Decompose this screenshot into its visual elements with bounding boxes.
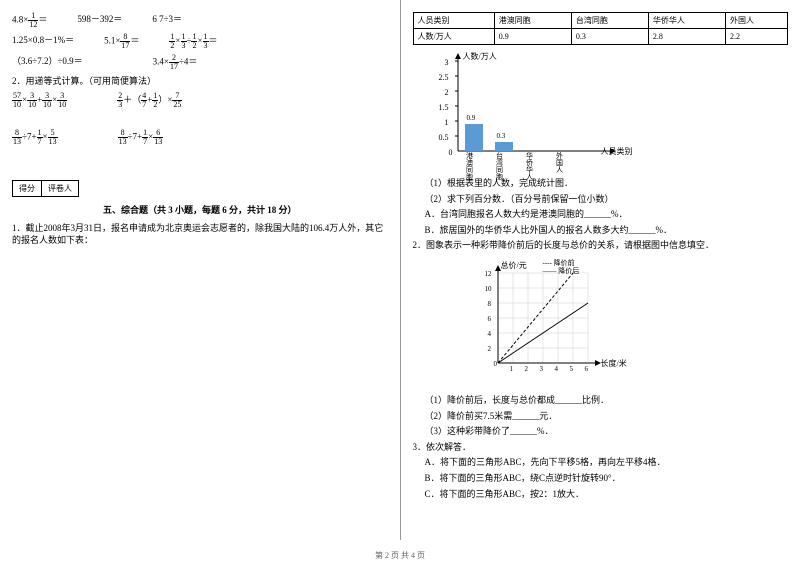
x-axis-title: 人员类别 bbox=[601, 146, 633, 157]
x2-title: 长度/米 bbox=[601, 358, 627, 369]
eq-1c: 6 7÷3＝ bbox=[152, 12, 182, 29]
eq-2c: 12×13÷12×13＝ bbox=[169, 33, 217, 50]
eq-3b: 3.4×217÷4＝ bbox=[153, 54, 198, 71]
eq-2a: 1.25×0.8－1%＝ bbox=[12, 33, 74, 50]
eq-5b: 813÷7+17×613 bbox=[118, 129, 164, 146]
equation-row-1: 4.8×112＝ 598－392＝ 6 7÷3＝ bbox=[12, 12, 388, 29]
th-2: 台湾同胞 bbox=[571, 13, 648, 29]
x2t-0: 0 bbox=[494, 360, 498, 368]
y2t-4: 10 bbox=[485, 285, 492, 293]
page-footer: 第 2 页 共 4 页 bbox=[0, 550, 800, 561]
eq-4a: 5710×310+310×310 bbox=[12, 92, 67, 109]
y-axis-title: 人数/万人 bbox=[463, 51, 497, 62]
xl-2: 华侨华人 bbox=[525, 153, 535, 181]
eq-3a: （3.6÷7.2）÷0.9＝ bbox=[12, 54, 83, 71]
equation-row-4: 5710×310+310×310 23＋（47+12）×725 bbox=[12, 92, 388, 109]
sub2-1: （1）降价前后，长度与总价都成______比例． bbox=[425, 394, 789, 407]
section-5-title: 五、综合题（共 3 小题，每题 6 分，共计 18 分） bbox=[12, 203, 388, 216]
x2t-5: 5 bbox=[570, 365, 574, 373]
y2t-3: 8 bbox=[488, 300, 492, 308]
td-1: 0.9 bbox=[494, 29, 571, 45]
x2t-6: 6 bbox=[585, 365, 589, 373]
xl-1: 台湾同胞 bbox=[495, 153, 505, 181]
td-0: 人数/万人 bbox=[413, 29, 494, 45]
score-box: 得分 评卷人 bbox=[12, 180, 79, 197]
td-2: 0.3 bbox=[571, 29, 648, 45]
score-label-1: 得分 bbox=[13, 181, 42, 196]
x2t-2: 2 bbox=[525, 365, 529, 373]
data-table: 人员类别 港澳同胞 台湾同胞 华侨华人 外国人 人数/万人 0.9 0.3 2.… bbox=[413, 12, 789, 45]
q2-text: 2．图象表示一种彩带降价前后的长度与总价的关系，请根据图中信息填空． bbox=[413, 239, 789, 252]
bar-chart: 人数/万人 人员类别 3 2.5 2 1.5 1 0.5 0 0.9 0.3 港… bbox=[433, 51, 633, 171]
page-container: 4.8×112＝ 598－392＝ 6 7÷3＝ 1.25×0.8－1%＝ 5.… bbox=[0, 0, 800, 540]
th-1: 港澳同胞 bbox=[494, 13, 571, 29]
yt-3: 1.5 bbox=[439, 103, 449, 112]
y2t-1: 4 bbox=[488, 330, 492, 338]
y2-title: 总价/元 bbox=[501, 260, 527, 271]
score-label-2: 评卷人 bbox=[42, 181, 78, 196]
sub2-3: （3）这种彩带降价了______%． bbox=[425, 425, 789, 438]
yt-5: 0.5 bbox=[439, 133, 449, 142]
eq-1b: 598－392＝ bbox=[77, 12, 122, 29]
yt-6: 0 bbox=[449, 148, 453, 157]
yt-2: 2 bbox=[445, 88, 449, 97]
yt-0: 3 bbox=[445, 58, 449, 67]
q2-title: 2．用递等式计算。（可用简便算法） bbox=[12, 75, 388, 88]
equation-row-5: 813÷7+17×513 813÷7+17×613 bbox=[12, 129, 388, 146]
yt-1: 2.5 bbox=[439, 73, 449, 82]
sub2-2: （2）降价前买7.5米需______元． bbox=[425, 410, 789, 423]
q3c: C．将下面的三角形ABC，按2：1放大． bbox=[425, 488, 789, 501]
bar-val-1: 0.3 bbox=[497, 132, 506, 140]
sub-2a: A．台湾同胞报名人数大约是港澳同胞的______%． bbox=[425, 208, 789, 221]
eq-2b: 5.1×817＝ bbox=[104, 33, 139, 50]
y2t-2: 6 bbox=[488, 315, 492, 323]
equation-row-3: （3.6÷7.2）÷0.9＝ 3.4×217÷4＝ bbox=[12, 54, 388, 71]
eq-1a: 4.8×112＝ bbox=[12, 12, 47, 29]
xl-3: 外国人 bbox=[555, 153, 565, 174]
yt-4: 1 bbox=[445, 118, 449, 127]
y2t-5: 12 bbox=[485, 270, 492, 278]
eq-4b: 23＋（47+12）×725 bbox=[117, 92, 182, 109]
table-data-row: 人数/万人 0.9 0.3 2.8 2.2 bbox=[413, 29, 788, 45]
x2t-1: 1 bbox=[510, 365, 514, 373]
right-column: 人员类别 港澳同胞 台湾同胞 华侨华人 外国人 人数/万人 0.9 0.3 2.… bbox=[401, 0, 800, 540]
x2t-3: 3 bbox=[540, 365, 544, 373]
y2t-0: 2 bbox=[488, 345, 492, 353]
q3-text: 3．依次解答． bbox=[413, 441, 789, 454]
q3a: A．将下面的三角形ABC，先向下平移5格，再向左平移4格． bbox=[425, 456, 789, 469]
x2t-4: 4 bbox=[555, 365, 559, 373]
q1-text: 1．截止2008年3月31日，报名申请成为北京奥运会志愿者的，除我国大陆的106… bbox=[12, 222, 388, 247]
equation-row-2: 1.25×0.8－1%＝ 5.1×817＝ 12×13÷12×13＝ bbox=[12, 33, 388, 50]
th-0: 人员类别 bbox=[413, 13, 494, 29]
td-3: 2.8 bbox=[648, 29, 725, 45]
th-3: 华侨华人 bbox=[648, 13, 725, 29]
q3b: B．将下面的三角形ABC，绕C点逆时针旋转90°． bbox=[425, 472, 789, 485]
table-header-row: 人员类别 港澳同胞 台湾同胞 华侨华人 外国人 bbox=[413, 13, 788, 29]
sub-2: （2）求下列百分数．（百分号前保留一位小数） bbox=[425, 193, 789, 206]
legend-solid: —— 降价后 bbox=[543, 266, 580, 276]
sub-1: （1）根据表里的人数，完成统计图． bbox=[425, 177, 789, 190]
th-4: 外国人 bbox=[725, 13, 787, 29]
xl-0: 港澳同胞 bbox=[465, 153, 475, 181]
sub-2b: B．旅居国外的华侨华人比外国人的报名人数多大约______%． bbox=[425, 224, 789, 237]
left-column: 4.8×112＝ 598－392＝ 6 7÷3＝ 1.25×0.8－1%＝ 5.… bbox=[0, 0, 401, 540]
bar-val-0: 0.9 bbox=[467, 114, 476, 122]
line-chart: 总价/元 长度/米 ---- 降价前 —— 降价后 0 1 2 3 4 5 6 … bbox=[473, 258, 633, 388]
td-4: 2.2 bbox=[725, 29, 787, 45]
eq-5a: 813÷7+17×513 bbox=[12, 129, 58, 146]
